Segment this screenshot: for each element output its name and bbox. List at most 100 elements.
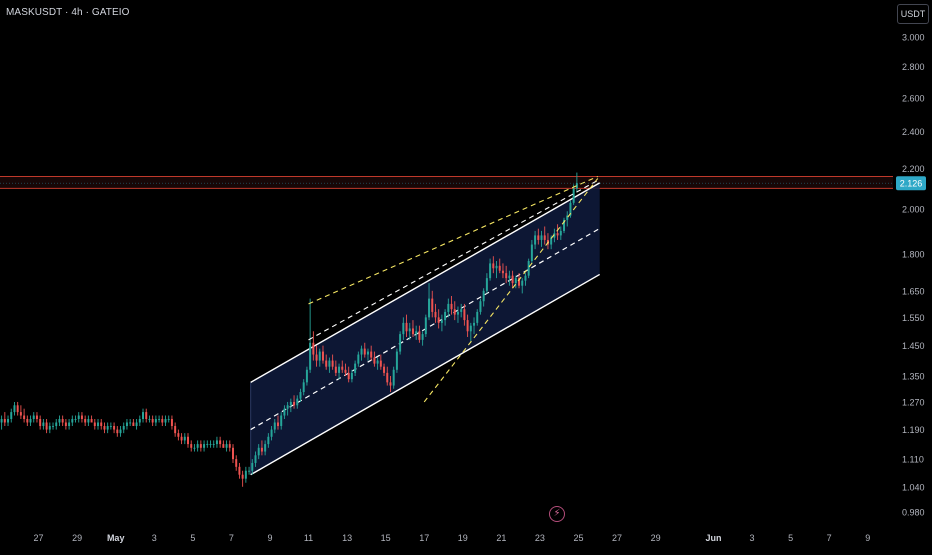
candle[interactable] [411, 320, 414, 337]
candle[interactable] [289, 398, 292, 413]
candle[interactable] [501, 263, 504, 279]
candle[interactable] [338, 363, 341, 380]
candle[interactable] [370, 345, 373, 361]
candle[interactable] [312, 331, 315, 361]
candle[interactable] [489, 258, 492, 281]
candle[interactable] [16, 401, 19, 416]
candle[interactable] [232, 444, 234, 463]
candle[interactable] [347, 366, 350, 383]
candle[interactable] [190, 440, 193, 452]
candle[interactable] [402, 317, 405, 340]
candle[interactable] [373, 351, 376, 367]
candle[interactable] [13, 401, 16, 416]
candle[interactable] [521, 278, 524, 294]
candle[interactable] [360, 345, 363, 361]
candle[interactable] [125, 418, 128, 430]
candle[interactable] [122, 422, 125, 434]
candle[interactable] [569, 200, 572, 218]
candle[interactable] [132, 418, 135, 427]
candle[interactable] [344, 363, 347, 377]
candle[interactable] [341, 360, 344, 373]
candle[interactable] [357, 351, 360, 367]
candle[interactable] [434, 303, 437, 323]
candle[interactable] [530, 239, 533, 264]
candle[interactable] [257, 444, 260, 460]
candle[interactable] [116, 426, 119, 437]
candle[interactable] [113, 422, 116, 434]
candle[interactable] [177, 429, 180, 441]
candle[interactable] [286, 401, 289, 416]
candle[interactable] [187, 433, 190, 448]
candle[interactable] [572, 184, 575, 205]
candle[interactable] [35, 412, 38, 423]
candle[interactable] [167, 415, 170, 423]
candle[interactable] [408, 322, 411, 340]
candle[interactable] [543, 226, 546, 245]
candle[interactable] [453, 301, 456, 321]
candle[interactable] [267, 433, 270, 448]
candle[interactable] [325, 354, 328, 370]
candle[interactable] [251, 459, 254, 475]
candle[interactable] [215, 436, 218, 448]
candle[interactable] [437, 309, 440, 329]
candle[interactable] [39, 415, 42, 430]
candle[interactable] [331, 354, 334, 370]
candle[interactable] [495, 261, 498, 279]
candle[interactable] [424, 314, 427, 337]
candle[interactable] [209, 440, 212, 448]
candle[interactable] [248, 466, 251, 475]
candle[interactable] [315, 345, 318, 367]
candle[interactable] [80, 412, 83, 423]
candle[interactable] [485, 273, 488, 294]
candle[interactable] [219, 436, 222, 448]
candle[interactable] [32, 412, 35, 423]
candle[interactable] [328, 357, 331, 373]
candle[interactable] [469, 322, 472, 343]
candle[interactable] [29, 415, 32, 427]
candle[interactable] [421, 331, 424, 346]
candle[interactable] [84, 415, 87, 427]
lightning-icon[interactable]: ⚡ [549, 506, 565, 522]
candle[interactable] [7, 415, 10, 427]
candle[interactable] [559, 226, 562, 240]
candle[interactable] [428, 283, 431, 321]
candle[interactable] [302, 379, 305, 396]
candle[interactable] [273, 418, 276, 434]
candle[interactable] [174, 422, 177, 437]
channel-upper-line[interactable] [250, 182, 601, 383]
candle[interactable] [498, 258, 501, 274]
rising-support-dashed-line[interactable] [423, 178, 599, 403]
upper-wedge-dashed-line[interactable] [308, 175, 598, 305]
candle[interactable] [524, 273, 527, 286]
candle[interactable] [575, 172, 578, 193]
candle[interactable] [48, 422, 51, 434]
candle[interactable] [293, 395, 296, 409]
candle[interactable] [415, 325, 418, 340]
candle[interactable] [444, 309, 447, 326]
candle[interactable] [450, 295, 453, 315]
candle[interactable] [100, 418, 103, 430]
candle[interactable] [158, 415, 161, 423]
candle[interactable] [350, 369, 353, 383]
candle[interactable] [55, 418, 58, 430]
candle[interactable] [296, 395, 299, 409]
channel-lower-line[interactable] [250, 273, 601, 476]
candle[interactable] [193, 444, 196, 452]
candle[interactable] [71, 415, 74, 427]
candle[interactable] [180, 433, 183, 445]
candle[interactable] [151, 415, 154, 427]
candle[interactable] [563, 217, 566, 234]
candle[interactable] [363, 342, 366, 358]
candle[interactable] [203, 440, 206, 452]
candle[interactable] [466, 314, 469, 337]
candle[interactable] [511, 270, 514, 289]
candle[interactable] [90, 415, 93, 423]
candle[interactable] [418, 325, 421, 343]
candle[interactable] [389, 376, 392, 393]
candle[interactable] [283, 405, 286, 419]
candle[interactable] [334, 360, 337, 377]
candle[interactable] [305, 366, 308, 386]
candle[interactable] [23, 408, 26, 423]
candle[interactable] [270, 426, 273, 441]
candle[interactable] [379, 354, 382, 370]
